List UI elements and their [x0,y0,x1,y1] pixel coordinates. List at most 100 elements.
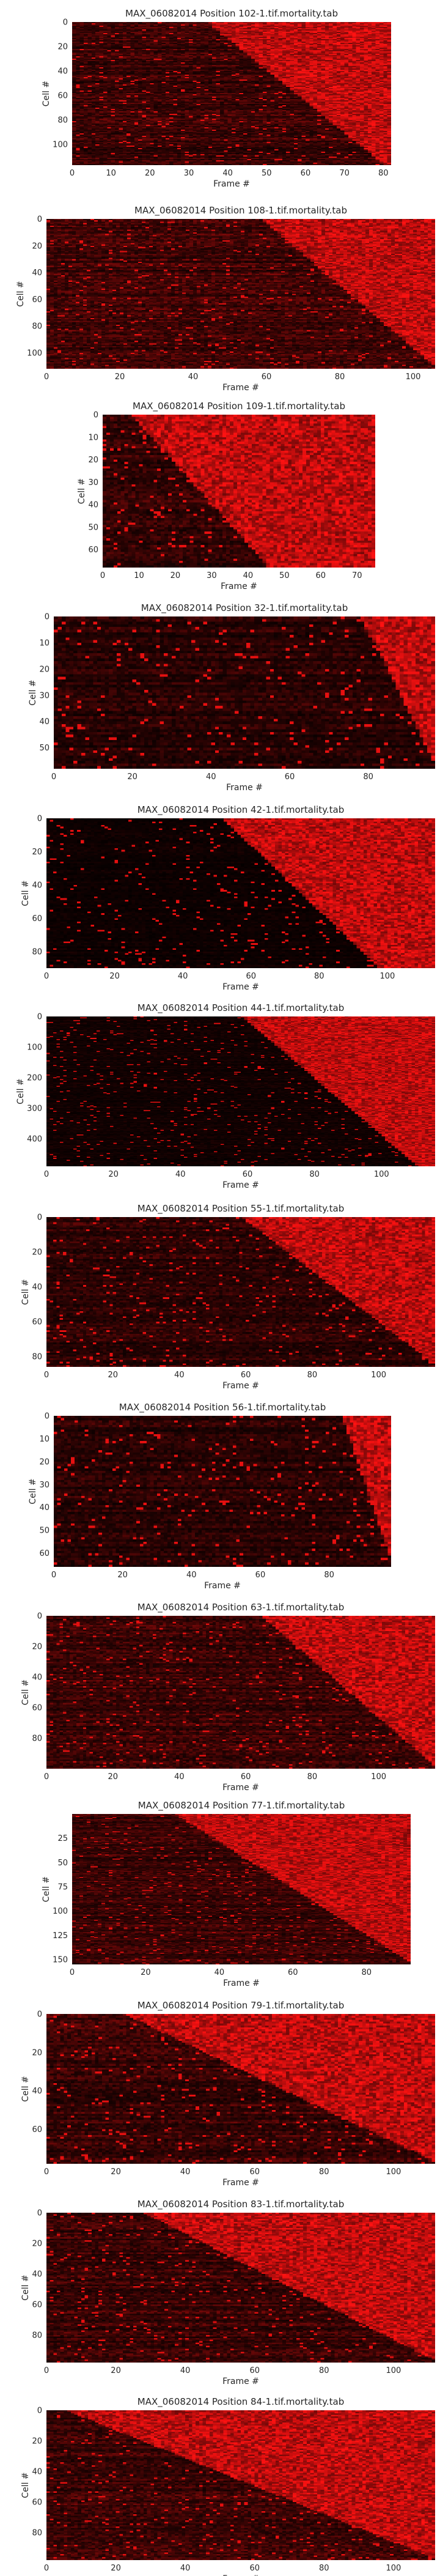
y-tick-label: 20 [32,848,42,857]
x-tick-label: 0 [51,1571,56,1580]
x-axis-label: Frame # [222,383,259,393]
y-tick-label: 100 [27,1043,42,1053]
x-tick-label: 60 [246,972,256,981]
x-tick-label: 80 [314,972,324,981]
y-tick-label: 75 [57,1883,68,1892]
y-tick-label: 0 [37,1612,42,1621]
y-tick-label: 80 [32,1352,42,1361]
y-tick-label: 0 [37,1013,42,1022]
y-axis-label: Cell # [42,81,51,106]
y-axis-label: Cell # [77,478,87,504]
x-axis-label: Frame # [222,2178,259,2188]
heatmap-image [72,22,391,165]
chart-title: MAX_06082014 Position 56-1.tif.mortality… [119,1402,326,1413]
heatmap-panel: MAX_06082014 Position 44-1.tif.mortality… [16,1002,435,1190]
x-axis-label: Frame # [223,1978,260,1988]
x-tick-label: 30 [207,571,217,580]
x-tick-label: 80 [335,372,345,382]
y-tick-label: 0 [37,2209,42,2218]
heatmap-image [46,2014,435,2164]
x-tick-label: 20 [111,2366,121,2375]
heatmap-panel: MAX_06082014 Position 108-1.tif.mortalit… [16,205,435,393]
y-tick-label: 50 [57,1859,68,1868]
y-tick-label: 40 [57,67,68,76]
x-tick-label: 0 [44,1371,49,1380]
y-tick-label: 40 [32,1673,42,1682]
heatmap-panel: MAX_06082014 Position 55-1.tif.mortality… [21,1203,435,1391]
x-tick-label: 40 [180,2366,191,2375]
x-axis-label: Frame # [222,1783,259,1793]
x-tick-label: 40 [188,372,199,382]
x-tick-label: 0 [44,1772,49,1782]
y-axis-label: Cell # [21,1679,31,1705]
y-tick-label: 80 [32,2529,42,2538]
x-tick-label: 100 [386,2167,401,2177]
chart-title: MAX_06082014 Position 102-1.tif.mortalit… [125,8,338,20]
y-tick-label: 60 [88,546,98,555]
heatmap-panel: MAX_06082014 Position 56-1.tif.mortality… [28,1402,391,1591]
x-tick-label: 40 [206,772,216,782]
x-axis-label: Frame # [222,982,259,992]
heatmap-panel: MAX_06082014 Position 79-1.tif.mortality… [21,2000,435,2188]
x-tick-label: 10 [106,169,116,178]
y-tick-label: 40 [32,2468,42,2477]
heatmap-panel: MAX_06082014 Position 63-1.tif.mortality… [21,1602,435,1793]
x-tick-label: 40 [174,1772,185,1782]
x-tick-label: 80 [324,1571,334,1580]
heatmap-image [72,1814,411,1964]
x-tick-label: 0 [44,2167,49,2177]
x-tick-label: 60 [241,1772,251,1782]
x-tick-label: 80 [378,169,389,178]
x-tick-label: 40 [174,1371,185,1380]
y-tick-label: 50 [39,744,50,753]
x-tick-label: 60 [262,372,272,382]
y-tick-label: 20 [39,1457,50,1467]
y-tick-label: 40 [32,2087,42,2096]
x-tick-label: 20 [108,1772,118,1782]
y-tick-label: 40 [32,268,42,278]
chart-title: MAX_06082014 Position 44-1.tif.mortality… [138,1002,344,1014]
chart-title: MAX_06082014 Position 32-1.tif.mortality… [141,602,348,614]
x-tick-label: 80 [319,2366,329,2375]
x-tick-label: 100 [380,972,395,981]
x-tick-label: 20 [145,169,155,178]
heatmap-image [46,1616,435,1769]
x-tick-label: 60 [241,1371,251,1380]
x-tick-label: 0 [44,972,49,981]
x-tick-label: 80 [307,1371,318,1380]
heatmap-panel: MAX_06082014 Position 83-1.tif.mortality… [21,2199,435,2386]
x-tick-label: 60 [316,571,326,580]
y-tick-label: 200 [27,1074,42,1083]
y-axis-label: Cell # [28,679,38,705]
y-tick-label: 20 [88,456,98,465]
x-tick-label: 10 [134,571,144,580]
x-tick-label: 30 [184,169,194,178]
y-tick-label: 10 [39,1435,50,1444]
y-tick-label: 40 [32,881,42,890]
x-tick-label: 0 [44,2564,49,2573]
chart-title: MAX_06082014 Position 42-1.tif.mortality… [138,804,344,816]
y-tick-label: 80 [32,947,42,957]
chart-title: MAX_06082014 Position 79-1.tif.mortality… [138,2000,344,2012]
y-axis-label: Cell # [21,880,31,906]
x-tick-label: 20 [117,1571,128,1580]
heatmap-image [46,1016,435,1166]
x-axis-label: Frame # [222,1381,259,1391]
x-tick-label: 40 [178,972,188,981]
x-tick-label: 20 [141,1968,151,1977]
x-tick-label: 100 [371,1772,386,1782]
y-tick-label: 20 [32,2048,42,2057]
y-tick-label: 20 [32,2437,42,2446]
chart-title: MAX_06082014 Position 63-1.tif.mortality… [138,1602,344,1613]
y-tick-label: 60 [39,1549,50,1558]
heatmap-panel: MAX_06082014 Position 109-1.tif.mortalit… [77,401,375,591]
x-tick-label: 100 [374,1170,389,1179]
heatmap-image [54,616,435,769]
y-tick-label: 20 [32,2240,42,2249]
x-tick-label: 60 [255,1571,266,1580]
x-tick-label: 0 [100,571,105,580]
x-tick-label: 20 [170,571,181,580]
y-tick-label: 60 [32,914,42,923]
x-tick-label: 40 [215,1968,225,1977]
